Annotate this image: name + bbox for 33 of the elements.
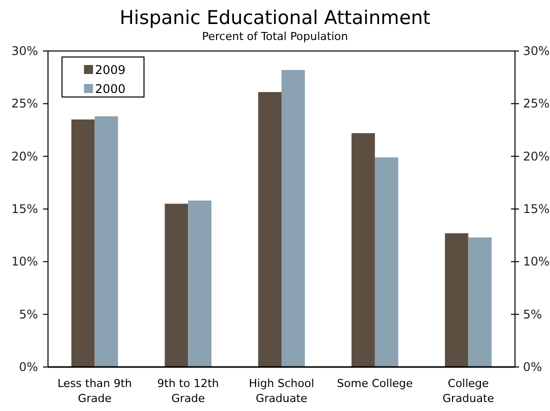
bar: [352, 133, 375, 367]
x-tick-label: 9th to 12th Grade: [157, 377, 219, 405]
bar: [468, 237, 492, 367]
y2-tick-label: 15%: [523, 202, 550, 216]
x-tick-label: Less than 9th Grade: [57, 377, 132, 405]
y2-tick-label: 25%: [523, 96, 550, 111]
y-tick-label: 20%: [11, 149, 38, 164]
chart-title: Hispanic Educational Attainment: [120, 7, 430, 29]
y2-tick-label: 5%: [523, 307, 542, 322]
bar: [164, 204, 188, 367]
chart-subtitle: Percent of Total Population: [202, 30, 348, 43]
legend-label: 2000: [95, 82, 126, 96]
y-tick-label: 25%: [11, 96, 38, 111]
y-tick-label: 10%: [11, 254, 38, 269]
y2-tick-label: 20%: [523, 149, 550, 164]
y2-tick-label: 0%: [523, 360, 542, 374]
bar: [374, 157, 398, 367]
y-tick-label: 30%: [11, 44, 38, 58]
x-tick-label: Some College: [337, 377, 413, 390]
y2-tick-label: 10%: [523, 254, 550, 269]
y-tick-label: 0%: [18, 360, 38, 374]
y-tick-label: 15%: [11, 202, 38, 216]
bar: [94, 116, 118, 367]
legend-label: 2009: [95, 63, 126, 77]
x-tick-label: College Graduate: [442, 377, 494, 405]
bar: [444, 233, 468, 367]
y-tick-label: 5%: [18, 307, 38, 322]
bar: [282, 70, 305, 367]
bar: [188, 200, 212, 367]
bar: [71, 119, 95, 367]
x-tick-label: High School Graduate: [248, 377, 314, 405]
bar: [258, 92, 282, 367]
y2-tick-label: 30%: [523, 44, 550, 58]
